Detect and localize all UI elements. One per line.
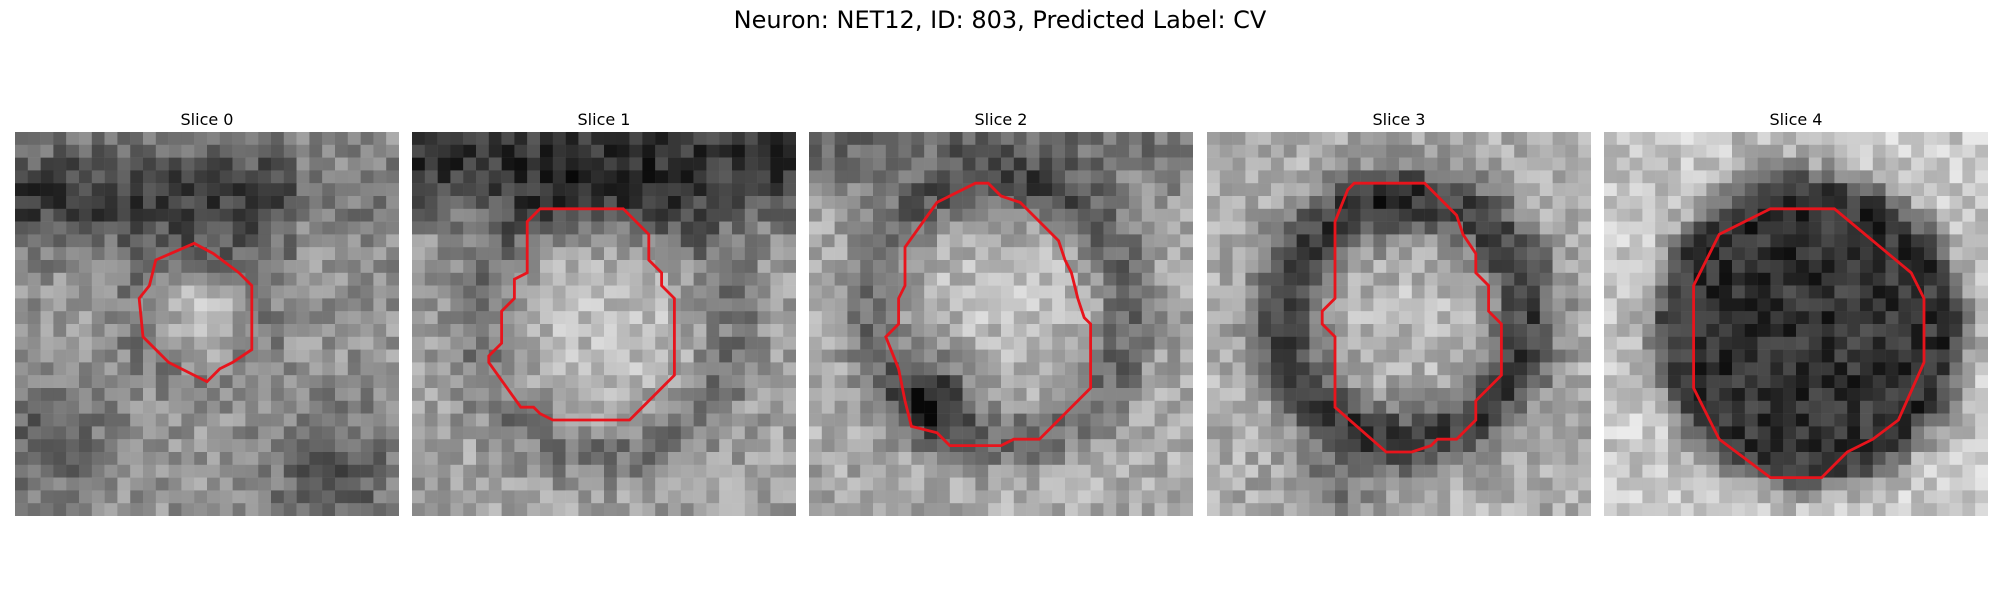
- slice-image-0: [15, 132, 399, 516]
- slice-image-1: [412, 132, 796, 516]
- segmentation-contour-2: [884, 181, 1093, 448]
- segmentation-contour-1: [487, 207, 676, 422]
- segmentation-contour-3: [1320, 181, 1503, 454]
- slice-image-2: [809, 132, 1193, 516]
- slice-image-4: [1604, 132, 1988, 516]
- slice-title-1: Slice 1: [577, 110, 631, 129]
- segmentation-contour-0: [137, 241, 254, 384]
- slice-title-3: Slice 3: [1372, 110, 1426, 129]
- slice-panel-4: Slice 4: [1604, 108, 1988, 516]
- slice-panel-2: Slice 2: [809, 108, 1193, 516]
- slice-title-0: Slice 0: [180, 110, 234, 129]
- slice-title-4: Slice 4: [1769, 110, 1823, 129]
- figure-title: Neuron: NET12, ID: 803, Predicted Label:…: [733, 6, 1267, 34]
- slice-panel-0: Slice 0: [15, 108, 399, 516]
- slice-panel-3: Slice 3: [1207, 108, 1591, 516]
- slice-image-3: [1207, 132, 1591, 516]
- slice-title-2: Slice 2: [974, 110, 1028, 129]
- slice-panel-1: Slice 1: [412, 108, 796, 516]
- segmentation-contour-4: [1692, 207, 1926, 480]
